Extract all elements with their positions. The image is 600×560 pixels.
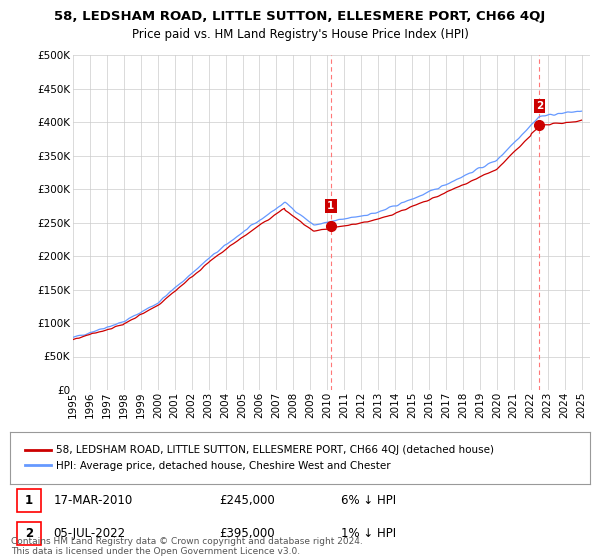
Text: £395,000: £395,000: [219, 528, 274, 540]
Text: 6% ↓ HPI: 6% ↓ HPI: [341, 494, 396, 507]
Text: 1% ↓ HPI: 1% ↓ HPI: [341, 528, 396, 540]
FancyBboxPatch shape: [17, 522, 41, 545]
Text: 58, LEDSHAM ROAD, LITTLE SUTTON, ELLESMERE PORT, CH66 4QJ: 58, LEDSHAM ROAD, LITTLE SUTTON, ELLESME…: [55, 10, 545, 23]
Text: 05-JUL-2022: 05-JUL-2022: [53, 528, 125, 540]
Text: Price paid vs. HM Land Registry's House Price Index (HPI): Price paid vs. HM Land Registry's House …: [131, 28, 469, 41]
Text: 1: 1: [25, 494, 33, 507]
Text: 2: 2: [25, 528, 33, 540]
Text: 2: 2: [536, 101, 543, 111]
Text: 17-MAR-2010: 17-MAR-2010: [53, 494, 133, 507]
Legend: 58, LEDSHAM ROAD, LITTLE SUTTON, ELLESMERE PORT, CH66 4QJ (detached house), HPI:: 58, LEDSHAM ROAD, LITTLE SUTTON, ELLESME…: [21, 441, 499, 475]
Text: 1: 1: [327, 201, 334, 211]
FancyBboxPatch shape: [17, 489, 41, 512]
Text: £245,000: £245,000: [219, 494, 275, 507]
Text: Contains HM Land Registry data © Crown copyright and database right 2024.
This d: Contains HM Land Registry data © Crown c…: [11, 536, 362, 556]
